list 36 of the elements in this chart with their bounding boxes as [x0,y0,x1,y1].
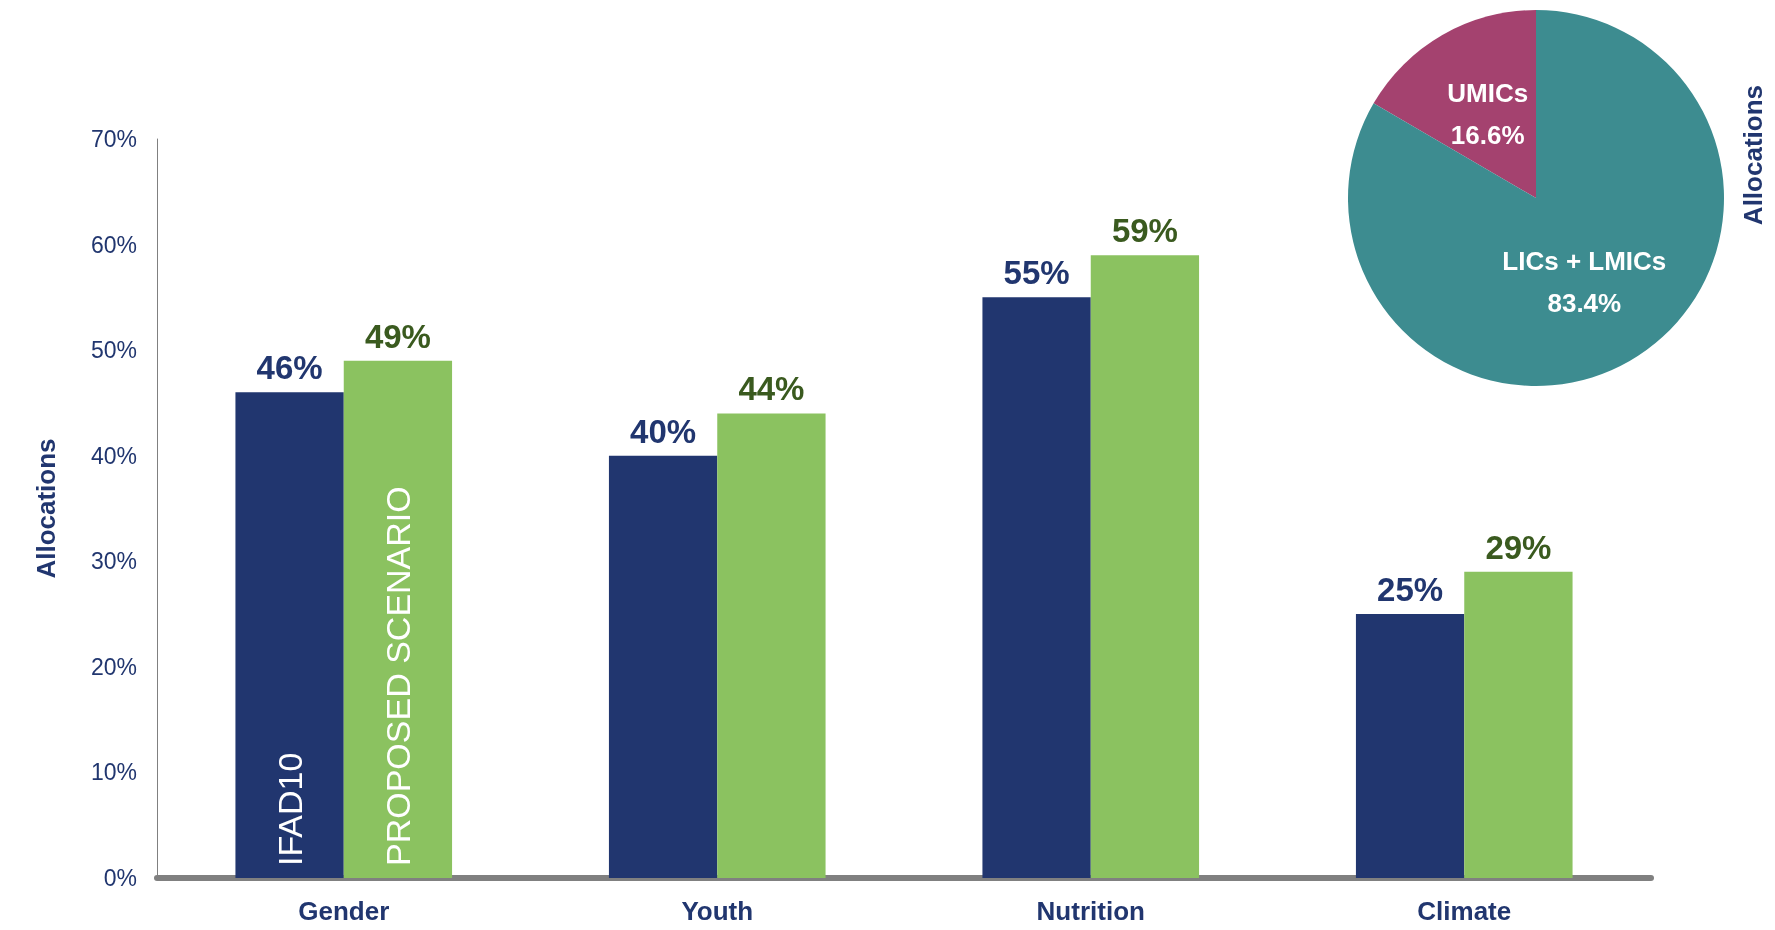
x-tick-label: Nutrition [1036,896,1145,926]
slice-label: UMICs [1447,77,1529,108]
bar [1090,255,1200,878]
data-label: 16.6% [1450,119,1525,150]
y-tick-label: 60% [90,231,137,258]
text: Allocations [1738,84,1768,226]
data-label: 40% [630,412,697,450]
bar [608,455,718,878]
bar [982,297,1091,878]
bar [1355,614,1465,878]
y-tick-label: 50% [90,337,137,364]
y-tick-label: 30% [90,548,137,575]
data-label: 49% [364,317,431,355]
bar [343,360,453,878]
series-label: IFAD10 [270,752,309,866]
data-label: 83.4% [1547,288,1622,319]
slice-label: LICs + LMICs [1502,246,1667,277]
y-tick-label: 20% [90,653,137,680]
data-label: 29% [1485,528,1552,566]
x-tick-label: Youth [681,896,754,926]
y-tick-label: 10% [90,759,137,786]
bar [235,392,344,878]
y-axis-title: Allocations [31,438,61,579]
bar [1464,571,1573,878]
y-tick-label: 70% [90,126,137,152]
y-tick-label: 40% [90,442,137,469]
data-label: 44% [738,370,805,408]
series-label: PROPOSED SCENARIO [378,486,417,866]
data-label: 59% [1111,212,1178,250]
y-tick-label: 0% [103,865,137,891]
data-label: 55% [1003,254,1070,292]
data-label: 25% [1377,571,1444,609]
bar [717,413,826,878]
data-label: 46% [256,349,323,387]
x-tick-label: Climate [1417,896,1512,926]
x-tick-label: Gender [298,896,390,926]
